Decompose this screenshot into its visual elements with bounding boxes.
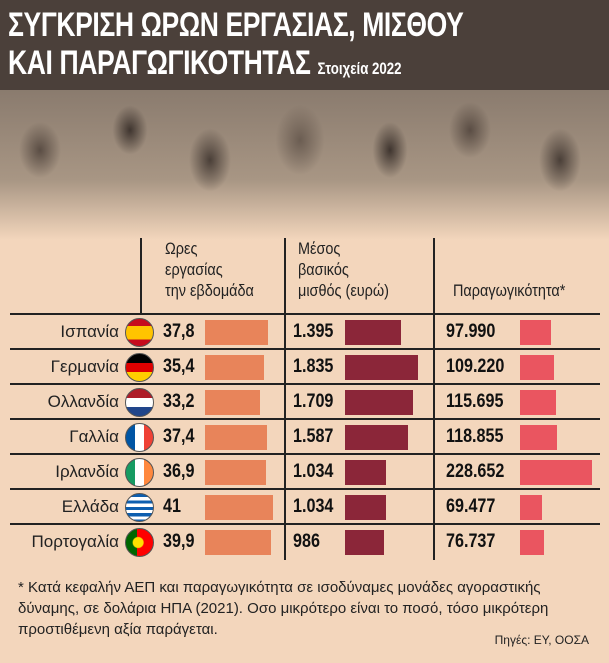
hours-value: 36,9 (163, 461, 195, 482)
productivity-bar (520, 495, 542, 520)
greece-flag-icon (125, 493, 154, 522)
salary-bar (345, 355, 418, 380)
productivity-value: 115.695 (446, 391, 504, 412)
header-salary: Μέσος βασικός μισθός (ευρώ) (298, 239, 389, 300)
productivity-bar (520, 320, 551, 345)
source: Πηγές: ΕΥ, ΟΟΣΑ (494, 633, 589, 647)
divider (433, 238, 435, 560)
salary-bar (345, 390, 413, 415)
salary-value: 1.395 (293, 321, 334, 342)
title-banner: ΣΥΓΚΡΙΣΗ ΩΡΩΝ ΕΡΓΑΣΙΑΣ, ΜΙΣΘΟΥ ΚΑΙ ΠΑΡΑΓ… (0, 0, 609, 90)
title-line-2-text: ΚΑΙ ΠΑΡΑΓΩΓΙΚΟΤΗΤΑΣ (8, 44, 311, 82)
hours-bar (205, 495, 273, 520)
salary-bar (345, 495, 387, 520)
table-row: Ιρλανδία 36,9 1.034 228.652 (0, 455, 609, 489)
table-row: Ελλάδα 41 1.034 69.477 (0, 490, 609, 524)
productivity-value: 118.855 (446, 426, 504, 447)
subtitle: Στοιχεία 2022 (317, 59, 402, 78)
crowd-photo (0, 90, 609, 240)
header-rule (10, 313, 600, 315)
hours-value: 39,9 (163, 531, 195, 552)
salary-value: 1.034 (293, 461, 334, 482)
header-hours: Ωρες εργασίας την εβδομάδα (165, 239, 254, 300)
salary-value: 1.587 (293, 426, 334, 447)
table-row: Πορτογαλία 39,9 986 76.737 (0, 525, 609, 559)
country-name: Ιρλανδία (55, 462, 119, 481)
row-divider (10, 383, 600, 385)
country-name: Γαλλία (69, 427, 119, 446)
country-name: Γερμανία (50, 357, 119, 376)
title-line-2: ΚΑΙ ΠΑΡΑΓΩΓΙΚΟΤΗΤΑΣ Στοιχεία 2022 (8, 44, 477, 88)
salary-bar (345, 530, 385, 555)
germany-flag-icon (125, 353, 154, 382)
row-divider (10, 348, 600, 350)
table-row: Ισπανία 37,8 1.395 97.990 (0, 315, 609, 349)
row-divider (10, 523, 600, 525)
country-name: Πορτογαλία (31, 532, 119, 551)
salary-value: 1.034 (293, 496, 334, 517)
ireland-flag-icon (125, 458, 154, 487)
divider (284, 238, 286, 560)
hours-value: 41 (163, 496, 181, 517)
row-divider (10, 453, 600, 455)
spain-flag-icon (125, 318, 154, 347)
productivity-value: 69.477 (446, 496, 496, 517)
portugal-flag-icon (125, 528, 154, 557)
france-flag-icon (125, 423, 154, 452)
hours-bar (205, 460, 267, 485)
hours-value: 37,4 (163, 426, 195, 447)
salary-bar (345, 320, 401, 345)
productivity-value: 228.652 (446, 461, 505, 482)
hours-bar (205, 530, 272, 555)
productivity-value: 109.220 (446, 356, 505, 377)
hours-value: 33,2 (163, 391, 195, 412)
salary-value: 986 (293, 531, 320, 552)
salary-value: 1.709 (293, 391, 334, 412)
divider (140, 238, 142, 313)
title-line-1: ΣΥΓΚΡΙΣΗ ΩΡΩΝ ΕΡΓΑΣΙΑΣ, ΜΙΣΘΟΥ (8, 6, 464, 44)
salary-bar (345, 425, 409, 450)
country-name: Ελλάδα (61, 497, 119, 516)
hours-bar (205, 390, 261, 415)
salary-bar (345, 460, 387, 485)
table-row: Γερμανία 35,4 1.835 109.220 (0, 350, 609, 384)
hours-bar (205, 320, 268, 345)
hours-bar (205, 355, 264, 380)
country-name: Ισπανία (60, 322, 119, 341)
netherlands-flag-icon (125, 388, 154, 417)
hours-value: 35,4 (163, 356, 195, 377)
footnote: * Κατά κεφαλήν ΑΕΠ και παραγωγικότητα σε… (18, 579, 549, 638)
productivity-bar (520, 355, 555, 380)
country-name: Ολλανδία (47, 392, 119, 411)
row-divider (10, 488, 600, 490)
table-row: Ολλανδία 33,2 1.709 115.695 (0, 385, 609, 419)
row-divider (10, 418, 600, 420)
header-productivity: Παραγωγικότητα* (453, 281, 566, 300)
hours-bar (205, 425, 267, 450)
salary-value: 1.835 (293, 356, 334, 377)
productivity-value: 97.990 (446, 321, 496, 342)
productivity-bar (520, 460, 592, 485)
productivity-bar (520, 530, 545, 555)
productivity-value: 76.737 (446, 531, 496, 552)
hours-value: 37,8 (163, 321, 195, 342)
productivity-bar (520, 425, 558, 450)
table-row: Γαλλία 37,4 1.587 118.855 (0, 420, 609, 454)
productivity-bar (520, 390, 557, 415)
